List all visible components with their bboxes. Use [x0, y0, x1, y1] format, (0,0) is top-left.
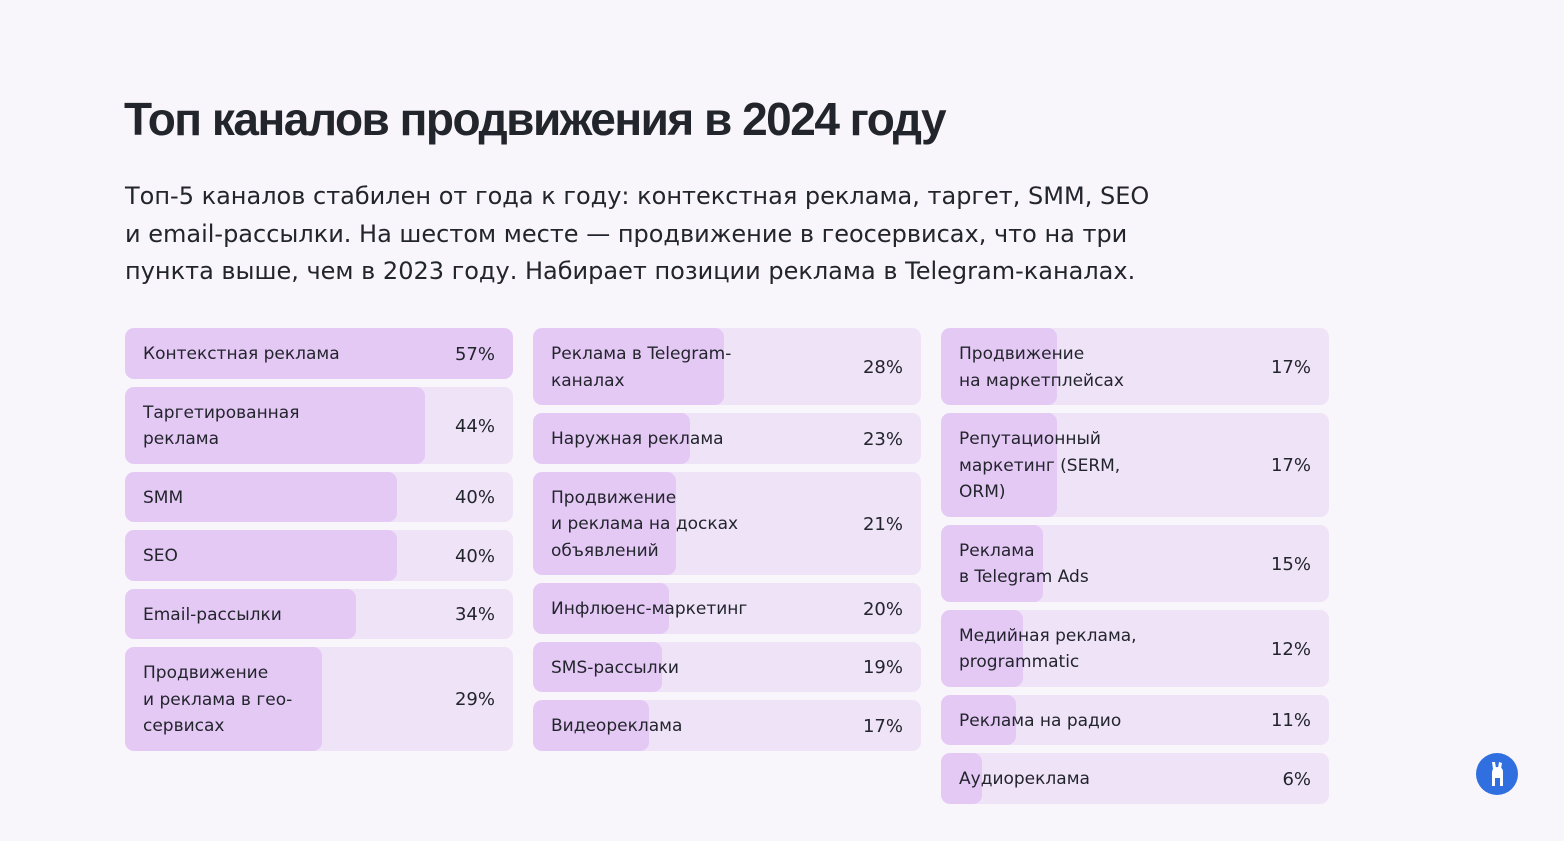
category-label: Реклама в Telegram- каналах — [551, 344, 732, 391]
bar — [125, 328, 513, 379]
bar-track: Продвижение и реклама в гео- сервисах 29% — [125, 647, 513, 751]
bar-track: Email-рассылки 34% — [125, 588, 513, 639]
category-label: Таргетированная реклама — [143, 402, 300, 450]
logo — [1476, 753, 1518, 795]
value-label: 21% — [862, 513, 903, 535]
value-label: 34% — [454, 604, 495, 626]
category-label: Продвижение и реклама в гео- сервисах — [143, 663, 293, 736]
category-label: Медийная реклама, programmatic — [959, 625, 1137, 673]
value-label: 19% — [862, 657, 903, 679]
bar — [125, 386, 425, 464]
category-label: Наружная реклама — [551, 429, 724, 449]
category-label: Репутационный маркетинг (SERM, ORM) — [959, 429, 1121, 502]
subtitle: Топ-5 каналов стабилен от года к году: к… — [125, 182, 1150, 285]
category-label: SEO — [143, 546, 178, 566]
bar — [533, 641, 663, 692]
bar — [533, 583, 670, 634]
bar-track: Медийная реклама, programmatic 12% — [941, 609, 1329, 687]
value-label: 17% — [862, 715, 903, 737]
category-label: Реклама в Telegram Ads — [959, 540, 1089, 588]
category-label: SMM — [143, 487, 184, 508]
category-label: Видеореклама — [551, 716, 683, 736]
bar-track: Наружная реклама 23% — [533, 413, 921, 464]
bar — [941, 609, 1023, 687]
category-label: Инфлюенс-маркетинг — [551, 599, 748, 619]
category-label: Реклама на радио — [959, 710, 1122, 731]
bar-track: Контекстная реклама 57% — [125, 328, 513, 379]
title: Топ каналов продвижения в 2024 году — [124, 93, 947, 145]
bar-column: Реклама в Telegram- каналах 28% Наружная р… — [533, 328, 921, 751]
bar — [125, 647, 323, 751]
value-label: 44% — [454, 415, 495, 437]
value-label: 57% — [454, 343, 495, 365]
bar-track: Инфлюенс-маркетинг 20% — [533, 583, 921, 634]
bar-column: Контекстная реклама 57% Таргетированная ре… — [125, 328, 513, 751]
value-label: 17% — [1270, 357, 1311, 378]
value-label: 40% — [454, 545, 495, 567]
bar — [941, 328, 1057, 405]
value-label: 15% — [1270, 553, 1311, 575]
bar — [125, 588, 357, 639]
bar-track: Реклама в Telegram- каналах 28% — [533, 328, 921, 405]
bar-track: Видеореклама 17% — [533, 700, 921, 751]
bar-track: Реклама на радио 11% — [941, 694, 1329, 745]
bar-track: Аудиореклама 6% — [941, 753, 1329, 804]
bar-track: SEO 40% — [125, 530, 513, 581]
value-label: 29% — [454, 689, 495, 711]
bar — [533, 700, 649, 751]
bar — [941, 413, 1057, 517]
bar — [941, 753, 982, 804]
category-label: Контекстная реклама — [143, 344, 340, 364]
value-label: 11% — [1270, 710, 1311, 732]
category-label: Email-рассылки — [143, 604, 282, 625]
bar-track: Репутационный маркетинг (SERM, ORM) 17% — [941, 413, 1329, 517]
value-label: 40% — [454, 487, 495, 509]
bar — [533, 471, 676, 575]
bar — [125, 530, 398, 581]
bar-track: Реклама в Telegram Ads 15% — [941, 524, 1329, 602]
value-label: 6% — [1282, 768, 1311, 790]
value-label: 20% — [862, 598, 903, 620]
bar-track: Продвижение на маркетплейсах 17% — [941, 328, 1329, 405]
value-label: 17% — [1270, 455, 1311, 477]
bar-track: SMS-рассылки 19% — [533, 641, 921, 692]
category-label: Аудиореклама — [959, 769, 1090, 789]
category-label: Продвижение и реклама на досках объявлен… — [551, 487, 739, 561]
bar-track: Таргетированная реклама 44% — [125, 386, 513, 464]
bar — [941, 694, 1016, 745]
value-label: 23% — [862, 428, 903, 450]
category-label: Продвижение на маркетплейсах — [959, 344, 1124, 391]
bar-track: SMM 40% — [125, 471, 513, 522]
bar-track: Продвижение и реклама на досках объявлен… — [533, 471, 921, 575]
bar — [941, 524, 1044, 602]
bar — [533, 328, 724, 405]
bar — [533, 413, 690, 464]
bar-column: Продвижение на маркетплейсах 17% Репутацио… — [941, 328, 1329, 804]
value-label: 28% — [862, 357, 903, 378]
bar — [125, 471, 398, 522]
category-label: SMS-рассылки — [551, 657, 679, 678]
value-label: 12% — [1270, 638, 1311, 660]
